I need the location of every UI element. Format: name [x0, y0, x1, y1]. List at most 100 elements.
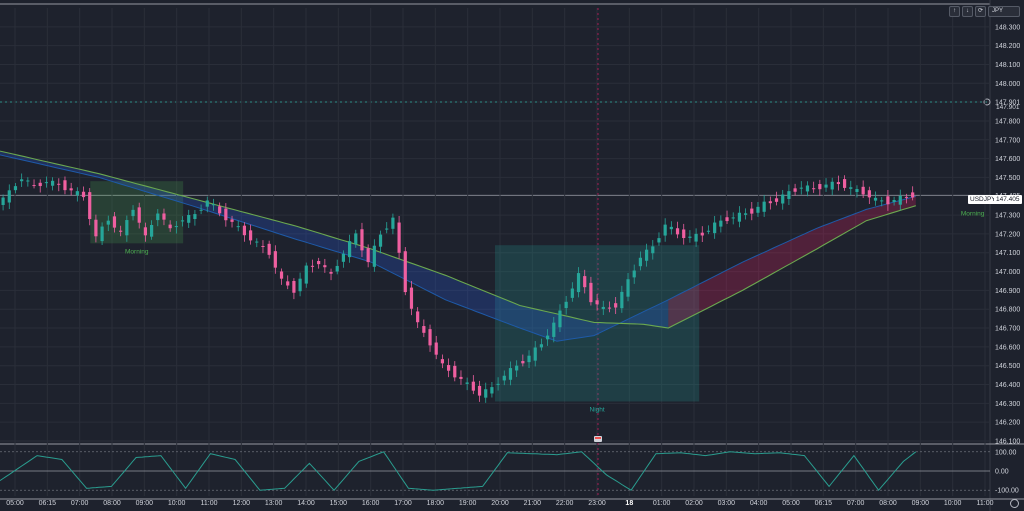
candle-body	[768, 201, 772, 204]
candle-body	[143, 227, 148, 236]
x-tick-label: 10:00	[944, 500, 962, 507]
candle-body	[81, 191, 86, 198]
y-tick-label: 148.200	[995, 43, 1020, 50]
currency-selector[interactable]: JPY	[988, 6, 1020, 17]
session-zone	[90, 181, 184, 244]
symbol-label: USDJPY	[970, 196, 996, 203]
candle-body	[366, 248, 370, 263]
session-zone-label: Night	[590, 406, 605, 413]
candle-body	[787, 191, 791, 199]
candle-body	[465, 382, 469, 384]
candle-body	[824, 184, 828, 188]
y-tick-label: 146.900	[995, 288, 1020, 295]
candle-body	[446, 365, 451, 371]
candle-body	[248, 230, 253, 241]
y-tick-label: 147.000	[995, 269, 1020, 276]
candle-body	[261, 245, 265, 247]
candle-body	[750, 208, 754, 214]
candle-body	[218, 206, 222, 214]
crosshair-plus-icon	[983, 98, 991, 106]
candle-body	[137, 207, 141, 223]
candle-body	[292, 280, 296, 293]
candle-body	[904, 196, 909, 198]
ma-slow-line	[0, 150, 916, 329]
candle-body	[385, 228, 389, 230]
oscillator-pane: 100.00 0.00 -100.00	[0, 449, 1019, 495]
candle-body	[156, 213, 160, 221]
candle-body	[329, 271, 333, 274]
arrow-down-icon[interactable]: ↓	[962, 6, 973, 17]
candle-body	[818, 184, 822, 190]
candle-body	[663, 224, 667, 236]
candle-body	[75, 191, 79, 196]
candle-body	[242, 225, 247, 236]
candle-body	[360, 229, 364, 251]
candle-body	[743, 213, 748, 215]
candle-body	[607, 307, 612, 309]
settings-icon[interactable]	[1010, 499, 1019, 508]
candle-body	[490, 387, 494, 394]
candle-body	[44, 182, 49, 184]
x-tick-label: 14:00	[297, 500, 315, 507]
ribbon-fill-bearish	[0, 151, 669, 342]
candle-body	[63, 180, 67, 191]
x-tick-label: 01:00	[653, 500, 671, 507]
y-tick-label: 148.100	[995, 62, 1020, 69]
x-tick-label: 15:00	[330, 500, 348, 507]
moving-average-ribbon	[0, 150, 916, 342]
x-tick-label: 02:00	[685, 500, 703, 507]
candle-body	[632, 270, 636, 278]
x-tick-label: 21:00	[524, 500, 542, 507]
arrow-up-icon[interactable]: ↑	[949, 6, 960, 17]
y-tick-label: 147.200	[995, 231, 1020, 238]
candle-body	[453, 365, 457, 378]
candle-body	[94, 219, 98, 237]
x-tick-label: 22:00	[556, 500, 574, 507]
candle-body	[669, 226, 673, 230]
x-tick-label: 18:00	[427, 500, 445, 507]
candle-body	[205, 200, 209, 207]
candle-body	[403, 251, 407, 293]
candle-body	[842, 179, 847, 188]
candle-body	[892, 199, 896, 202]
candle-body	[886, 196, 890, 205]
candle-body	[323, 265, 327, 268]
y-tick-label: 146.800	[995, 307, 1020, 314]
candle-body	[873, 197, 878, 201]
candle-body	[57, 183, 61, 185]
candle-body	[601, 306, 605, 310]
candle-body	[354, 233, 358, 245]
candle-body	[849, 187, 853, 189]
candle-body	[416, 311, 420, 323]
reset-icon[interactable]: ⟳	[975, 6, 986, 17]
last-price-value: 147.405	[996, 196, 1020, 203]
candle-body	[719, 220, 723, 227]
candle-body	[409, 287, 414, 309]
candle-body	[477, 385, 482, 396]
candle-body	[855, 188, 859, 192]
candle-body	[552, 322, 556, 337]
candle-body	[199, 209, 203, 211]
candle-body	[112, 216, 117, 228]
candle-body	[830, 181, 834, 190]
trading-session-zones: Morning Night Morning	[90, 181, 985, 413]
candle-body	[911, 192, 915, 198]
candle-body	[595, 300, 599, 305]
x-tick-label: 18	[625, 500, 633, 507]
candle-body	[539, 344, 544, 348]
candle-body	[20, 179, 24, 182]
candle-body	[310, 265, 315, 267]
candle-body	[273, 251, 277, 268]
x-tick-label: 23:00	[588, 500, 606, 507]
candle-body	[119, 230, 123, 232]
y-tick-label: 147.100	[995, 250, 1020, 257]
candle-body	[651, 246, 655, 254]
candle-body	[174, 226, 178, 228]
candle-body	[589, 282, 593, 303]
x-tick-label: 16:00	[362, 500, 380, 507]
candle-body	[545, 335, 550, 340]
x-tick-label: 05:00	[782, 500, 800, 507]
candle-body	[527, 355, 531, 363]
candle-body	[236, 226, 240, 228]
